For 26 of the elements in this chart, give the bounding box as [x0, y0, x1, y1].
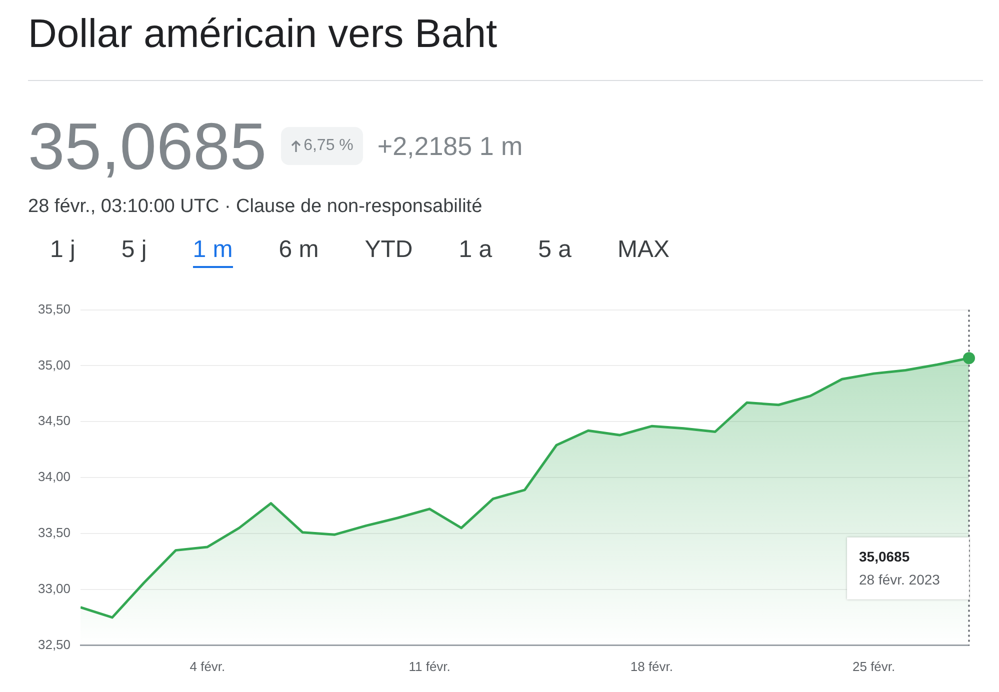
y-tick-label: 32,50	[38, 636, 71, 652]
chart-title: Dollar américain vers Baht	[28, 12, 498, 57]
y-tick-label: 34,50	[38, 413, 71, 428]
x-tick-label: 18 févr.	[630, 658, 674, 674]
y-tick-label: 35,50	[38, 301, 71, 316]
text: 1 m	[192, 236, 233, 268]
y-tick-label: 33,00	[38, 581, 71, 596]
text: YTD	[364, 236, 413, 265]
text: 6,75 %	[280, 127, 364, 165]
text: +2,2185 1 m	[377, 130, 523, 162]
y-tick-label: 35,00	[38, 357, 71, 372]
x-tick-label: 25 févr.	[852, 658, 896, 674]
text: 6 m	[278, 236, 319, 265]
x-tick-label: 11 févr.	[408, 658, 450, 674]
text: 5 j	[121, 236, 147, 265]
text: 1 a	[458, 236, 492, 265]
text: MAX	[618, 236, 670, 265]
text: 35,0685	[28, 109, 267, 183]
annotation: 35,0685	[859, 548, 910, 564]
text: 5 a	[538, 236, 572, 265]
chart-subtitle: 28 févr., 03:10:00 UTC · Clause de non-responsabilité	[28, 196, 482, 218]
y-tick-label: 34,00	[38, 469, 71, 484]
x-tick-label: 4 févr.	[190, 658, 226, 674]
text: 28 févr. 2023	[859, 571, 940, 588]
y-tick-label: 33,50	[38, 525, 71, 540]
text: 1 j	[50, 236, 76, 265]
